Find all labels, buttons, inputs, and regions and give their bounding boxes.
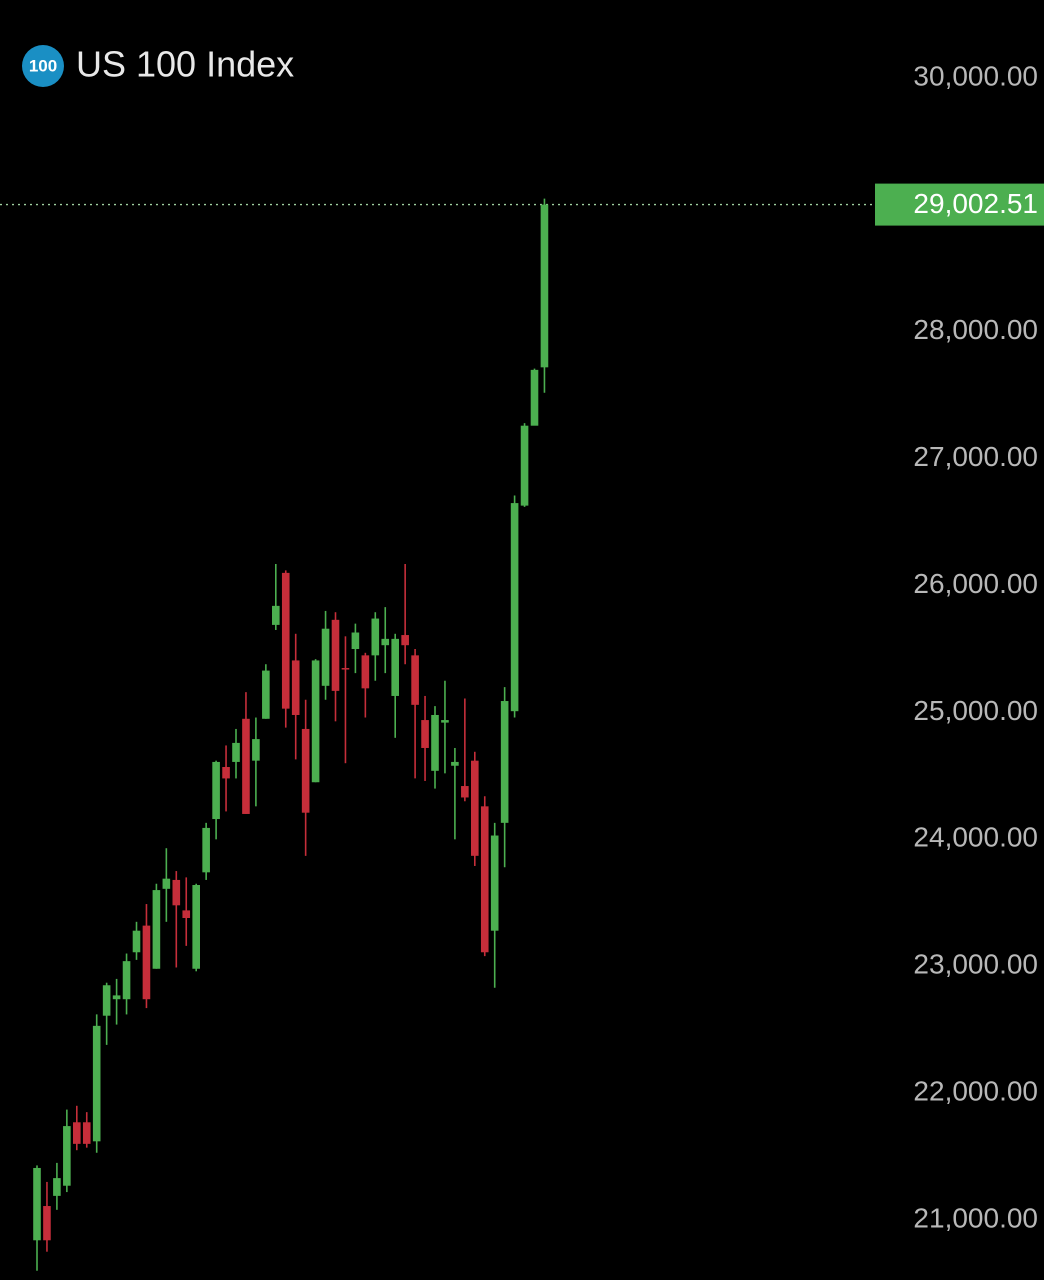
candle-body <box>441 720 449 723</box>
candle-body <box>411 655 419 705</box>
candle-body <box>73 1122 81 1144</box>
y-tick-label: 30,000.00 <box>913 60 1038 91</box>
candle-body <box>162 878 171 889</box>
candle-body <box>321 628 330 686</box>
candle-body <box>53 1178 61 1196</box>
candle-body <box>480 806 489 953</box>
candle-body <box>401 635 409 646</box>
last-price-box <box>875 183 1044 226</box>
candle-body <box>341 668 350 670</box>
candle-body <box>102 985 111 1016</box>
candle-body <box>172 879 181 906</box>
y-tick-label: 21,000.00 <box>913 1202 1038 1233</box>
candle-body <box>391 638 399 696</box>
y-tick-label: 23,000.00 <box>913 949 1038 980</box>
candle-body <box>232 742 240 762</box>
candle-body <box>212 761 220 820</box>
y-tick-label: 22,000.00 <box>913 1075 1038 1106</box>
candle-body <box>540 204 549 368</box>
candle-body <box>142 925 151 1000</box>
candle-body <box>291 660 300 715</box>
y-tick-label: 24,000.00 <box>913 822 1038 853</box>
candle-body <box>471 760 479 856</box>
index-icon <box>22 45 64 87</box>
candle-body <box>272 605 280 625</box>
y-tick-label: 28,000.00 <box>913 314 1038 345</box>
candle-body <box>431 714 439 771</box>
y-tick-label: 27,000.00 <box>913 441 1038 472</box>
candle-body <box>301 728 310 813</box>
candle-body <box>192 885 200 969</box>
candle-body <box>311 660 320 783</box>
candle-body <box>281 572 290 709</box>
candle-body <box>331 619 340 691</box>
candle-body <box>371 618 380 656</box>
candle-body <box>202 827 210 873</box>
candle-body <box>381 638 390 646</box>
candle-body <box>182 910 191 919</box>
candle-body <box>63 1126 71 1186</box>
y-tick-label: 26,000.00 <box>913 568 1038 599</box>
candle-body <box>33 1167 41 1241</box>
candle-body <box>500 701 509 823</box>
candle-body <box>222 767 230 779</box>
candle-body <box>520 425 529 506</box>
candle-body <box>361 655 370 689</box>
chart-title: US 100 Index <box>76 44 294 85</box>
candle-body <box>132 930 141 953</box>
candle-body <box>242 718 250 814</box>
candle-body <box>530 369 539 426</box>
candle-body <box>112 995 121 1000</box>
candle-body <box>252 739 260 761</box>
candle-body <box>451 761 459 766</box>
candle-body <box>262 670 270 719</box>
candle-body <box>461 786 469 798</box>
candle-body <box>122 961 131 1000</box>
candle-body <box>92 1025 101 1142</box>
candle-body <box>490 835 499 931</box>
y-tick-label: 25,000.00 <box>913 695 1038 726</box>
icon-label: 100 <box>29 56 57 75</box>
last-price-label: 29,002.51 <box>913 188 1038 219</box>
candle-body <box>82 1122 91 1144</box>
candle-body <box>152 890 161 969</box>
candle-body <box>43 1206 51 1241</box>
candle-body <box>421 720 429 748</box>
candle-body <box>510 503 519 712</box>
candle-body <box>351 632 360 650</box>
